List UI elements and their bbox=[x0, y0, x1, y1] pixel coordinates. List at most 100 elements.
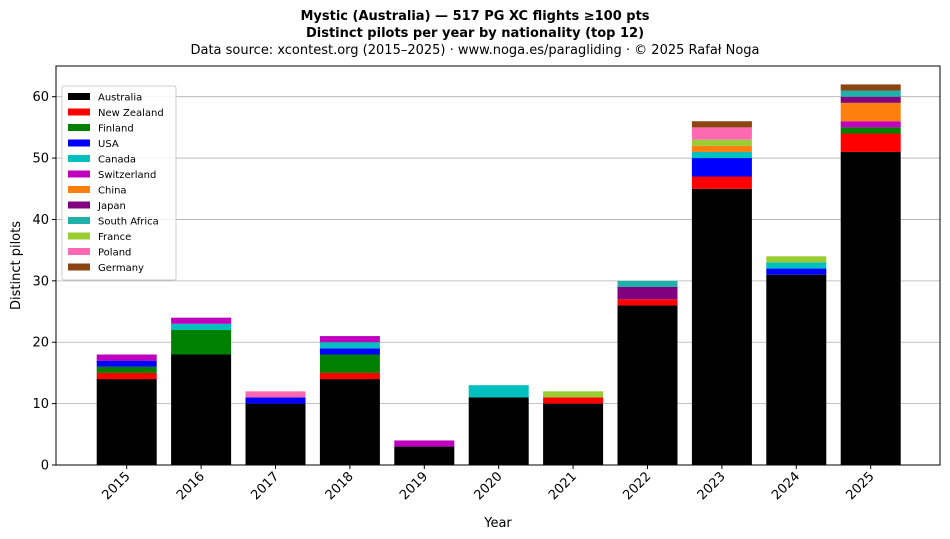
bar-segment bbox=[245, 397, 306, 404]
y-tick-label: 50 bbox=[32, 152, 49, 167]
bar-segment bbox=[840, 90, 901, 97]
bar-segment bbox=[171, 323, 232, 330]
bar-segment bbox=[840, 127, 901, 134]
bar-segment bbox=[691, 188, 752, 465]
y-tick-label: 20 bbox=[32, 336, 49, 351]
legend-label: China bbox=[98, 186, 127, 197]
legend-label: Japan bbox=[97, 201, 126, 212]
bar-segment bbox=[319, 379, 380, 465]
y-tick-label: 0 bbox=[41, 459, 49, 474]
y-tick-label: 30 bbox=[32, 274, 49, 289]
legend-label: Australia bbox=[98, 93, 142, 104]
bar-segment bbox=[617, 280, 678, 287]
bar-segment bbox=[691, 176, 752, 189]
bar-segment bbox=[766, 274, 827, 465]
x-tick-label: 2018 bbox=[323, 469, 357, 503]
bar-segment bbox=[319, 354, 380, 373]
legend-label: France bbox=[98, 232, 131, 243]
bar-segment bbox=[691, 158, 752, 177]
legend-label: USA bbox=[98, 139, 119, 150]
legend-swatch bbox=[68, 124, 90, 131]
bar-segment bbox=[840, 121, 901, 128]
bar-segment bbox=[840, 133, 901, 152]
bar-segment bbox=[319, 336, 380, 343]
axes-frame bbox=[55, 65, 941, 466]
bar-segment bbox=[840, 102, 901, 122]
x-tick-label: 2015 bbox=[100, 469, 134, 503]
bar-segment bbox=[319, 372, 380, 380]
y-axis-label: Distinct pilots bbox=[9, 221, 24, 310]
legend-label: New Zealand bbox=[98, 108, 164, 119]
bar-segment bbox=[543, 391, 604, 398]
legend-swatch bbox=[68, 201, 90, 209]
legend-label: Finland bbox=[98, 124, 134, 135]
legend-swatch bbox=[68, 248, 90, 255]
bar-segment bbox=[96, 366, 157, 373]
y-tick-label: 40 bbox=[32, 213, 49, 228]
bar-segment bbox=[245, 403, 306, 465]
bar-segment bbox=[96, 354, 157, 361]
legend-label: South Africa bbox=[98, 217, 159, 228]
bar-segment bbox=[691, 121, 752, 128]
legend-swatch bbox=[68, 108, 90, 116]
x-tick-label: 2022 bbox=[620, 469, 654, 503]
x-axis-label: Year bbox=[483, 516, 512, 531]
legend-label: Canada bbox=[98, 155, 136, 166]
bar-segment bbox=[691, 127, 752, 140]
bar-segment bbox=[319, 348, 380, 355]
chart-title-line2: Distinct pilots per year by nationality … bbox=[305, 26, 645, 41]
bar-segment bbox=[617, 286, 678, 300]
legend-label: Germany bbox=[98, 263, 144, 274]
x-tick-label: 2019 bbox=[397, 469, 431, 503]
bar-segment bbox=[171, 329, 232, 355]
legend-swatch bbox=[68, 93, 90, 100]
chart-title-line1: Mystic (Australia) — 517 PG XC flights ≥… bbox=[300, 9, 650, 24]
legend-swatch bbox=[68, 155, 90, 162]
y-tick-label: 10 bbox=[32, 397, 49, 412]
bar-segment bbox=[840, 96, 901, 103]
x-tick-label: 2023 bbox=[695, 469, 729, 503]
x-tick-label: 2021 bbox=[546, 469, 580, 503]
bar-segment bbox=[543, 403, 604, 465]
legend-box bbox=[61, 85, 177, 281]
legend-label: Poland bbox=[98, 248, 131, 259]
bar-segment bbox=[691, 151, 752, 159]
legend-swatch bbox=[68, 186, 90, 193]
x-tick-label: 2016 bbox=[174, 469, 208, 503]
bar-segment bbox=[319, 342, 380, 349]
bar-segment bbox=[96, 379, 157, 465]
bar-segment bbox=[394, 446, 455, 465]
bar-segment bbox=[766, 262, 827, 269]
bar-segment bbox=[96, 372, 157, 380]
bar-segment bbox=[171, 354, 232, 465]
x-tick-label: 2017 bbox=[248, 469, 282, 503]
bar-segment bbox=[171, 317, 232, 324]
bar-segment bbox=[840, 84, 901, 91]
x-tick-label: 2020 bbox=[472, 469, 506, 503]
bar-segment bbox=[766, 268, 827, 275]
x-tick-label: 2024 bbox=[769, 469, 803, 503]
chart-subtitle: Data source: xcontest.org (2015–2025) · … bbox=[190, 43, 760, 58]
bar-segment bbox=[766, 256, 827, 263]
bar-segment bbox=[691, 139, 752, 146]
legend-swatch bbox=[68, 217, 90, 224]
bar-segment bbox=[691, 145, 752, 152]
bar-segment bbox=[543, 397, 604, 404]
legend-label: Switzerland bbox=[98, 170, 156, 181]
bar-segment bbox=[96, 360, 157, 367]
bar-segment bbox=[617, 305, 678, 465]
bar-segment bbox=[468, 385, 529, 398]
y-tick-label: 60 bbox=[32, 90, 49, 105]
bar-segment bbox=[394, 440, 455, 447]
bar-segment bbox=[468, 397, 529, 465]
legend-swatch bbox=[68, 263, 90, 271]
legend-swatch bbox=[68, 170, 90, 178]
legend-swatch bbox=[68, 139, 90, 147]
bar-segment bbox=[617, 299, 678, 306]
bar-segment bbox=[840, 151, 901, 465]
bar-segment bbox=[245, 391, 306, 398]
x-tick-label: 2025 bbox=[844, 469, 878, 503]
legend-swatch bbox=[68, 232, 90, 240]
